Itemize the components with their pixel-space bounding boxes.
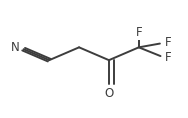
Text: F: F (165, 51, 171, 64)
Text: O: O (104, 87, 114, 100)
Text: F: F (136, 26, 142, 39)
Text: N: N (11, 41, 19, 54)
Text: F: F (165, 36, 171, 49)
